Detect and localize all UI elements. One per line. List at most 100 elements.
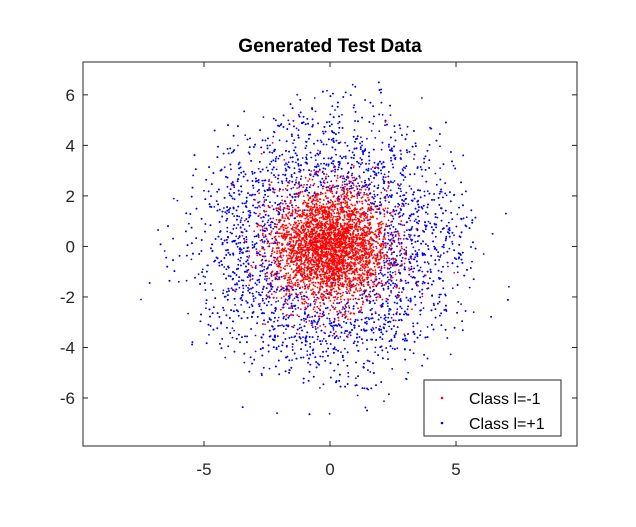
data-point-class-pos (407, 333, 409, 335)
data-point-class-pos (316, 362, 319, 365)
data-point-class-pos (341, 113, 343, 116)
data-point-class-neg (364, 188, 367, 191)
data-point-class-pos (232, 253, 235, 256)
data-point-class-pos (316, 163, 319, 166)
data-point-class-pos (242, 262, 245, 265)
data-point-class-pos (440, 324, 443, 327)
data-point-class-pos (230, 168, 232, 171)
data-point-class-pos (306, 331, 309, 334)
data-point-class-pos (304, 318, 307, 321)
data-point-class-pos (439, 231, 442, 233)
data-point-class-pos (445, 310, 448, 312)
data-point-class-pos (451, 287, 454, 290)
data-point-class-pos (248, 288, 251, 290)
data-point-class-pos (384, 316, 387, 319)
data-point-class-pos (208, 166, 211, 169)
data-point-class-pos (292, 310, 294, 313)
data-point-class-pos (325, 340, 327, 342)
data-point-class-pos (258, 161, 261, 163)
data-point-class-pos (230, 287, 233, 290)
data-point-class-pos (231, 327, 234, 329)
data-point-class-pos (427, 248, 430, 251)
data-point-class-pos (374, 195, 376, 198)
data-point-class-pos (216, 312, 219, 314)
data-point-class-neg (379, 249, 382, 251)
data-point-class-pos (396, 255, 398, 257)
data-point-class-pos (315, 361, 317, 363)
data-point-class-neg (390, 241, 393, 244)
data-point-class-neg (387, 207, 389, 210)
data-point-class-neg (308, 316, 311, 319)
data-point-class-pos (391, 368, 394, 370)
data-point-class-pos (390, 339, 393, 342)
data-point-class-pos (262, 183, 264, 185)
data-point-class-neg (261, 265, 263, 268)
data-point-class-pos (394, 139, 397, 142)
data-point-class-pos (252, 204, 255, 207)
data-point-class-pos (390, 275, 393, 277)
data-point-class-pos (240, 190, 243, 193)
data-point-class-pos (294, 335, 296, 338)
data-point-class-pos (414, 207, 417, 210)
data-point-class-pos (405, 378, 408, 381)
data-point-class-pos (439, 178, 442, 181)
data-point-class-pos (351, 151, 354, 154)
data-point-class-pos (354, 85, 357, 88)
data-point-class-pos (472, 241, 474, 244)
data-point-class-pos (355, 377, 357, 380)
data-point-class-pos (334, 171, 336, 173)
data-point-class-pos (329, 113, 332, 116)
data-point-class-pos (288, 166, 291, 169)
data-point-class-pos (278, 155, 281, 157)
data-point-class-pos (284, 167, 287, 170)
data-point-class-pos (276, 195, 279, 197)
data-point-class-pos (240, 185, 243, 188)
data-point-class-pos (216, 156, 219, 159)
data-point-class-pos (323, 314, 325, 316)
data-point-class-neg (291, 325, 293, 328)
data-point-class-pos (317, 153, 320, 156)
data-point-class-pos (353, 104, 356, 107)
data-point-class-pos (238, 215, 241, 218)
data-point-class-pos (267, 321, 269, 323)
data-point-class-pos (234, 304, 237, 306)
data-point-class-pos (459, 236, 462, 238)
data-point-class-pos (229, 231, 232, 234)
data-point-class-pos (168, 279, 171, 282)
data-point-class-pos (225, 254, 228, 256)
data-point-class-pos (419, 196, 422, 199)
data-point-class-pos (314, 325, 317, 328)
data-point-class-pos (388, 340, 391, 342)
data-point-class-pos (379, 201, 381, 204)
data-point-class-pos (402, 169, 404, 172)
data-point-class-pos (457, 301, 460, 303)
data-point-class-pos (251, 193, 254, 196)
data-point-class-pos (370, 130, 373, 132)
data-point-class-pos (424, 224, 426, 227)
data-point-class-pos (355, 384, 358, 386)
data-point-class-pos (414, 303, 417, 306)
data-point-class-neg (285, 230, 288, 233)
data-point-class-pos (373, 302, 376, 305)
data-point-class-pos (412, 330, 415, 333)
data-point-class-pos (172, 237, 175, 240)
data-point-class-pos (230, 182, 233, 185)
data-point-class-pos (461, 262, 464, 264)
data-point-class-pos (447, 265, 449, 268)
data-point-class-pos (350, 187, 353, 190)
data-point-class-pos (404, 176, 407, 179)
data-point-class-pos (405, 133, 408, 136)
data-point-class-neg (286, 264, 289, 267)
data-point-class-pos (412, 322, 414, 325)
data-point-class-neg (276, 230, 278, 233)
data-point-class-pos (221, 338, 224, 340)
data-point-class-pos (373, 239, 375, 242)
data-point-class-pos (384, 195, 387, 198)
data-point-class-pos (199, 320, 202, 323)
data-point-class-neg (338, 215, 341, 218)
data-point-class-pos (304, 313, 306, 315)
data-point-class-pos (382, 240, 384, 243)
data-point-class-pos (293, 352, 296, 355)
data-point-class-pos (354, 179, 357, 182)
data-point-class-pos (400, 190, 402, 193)
